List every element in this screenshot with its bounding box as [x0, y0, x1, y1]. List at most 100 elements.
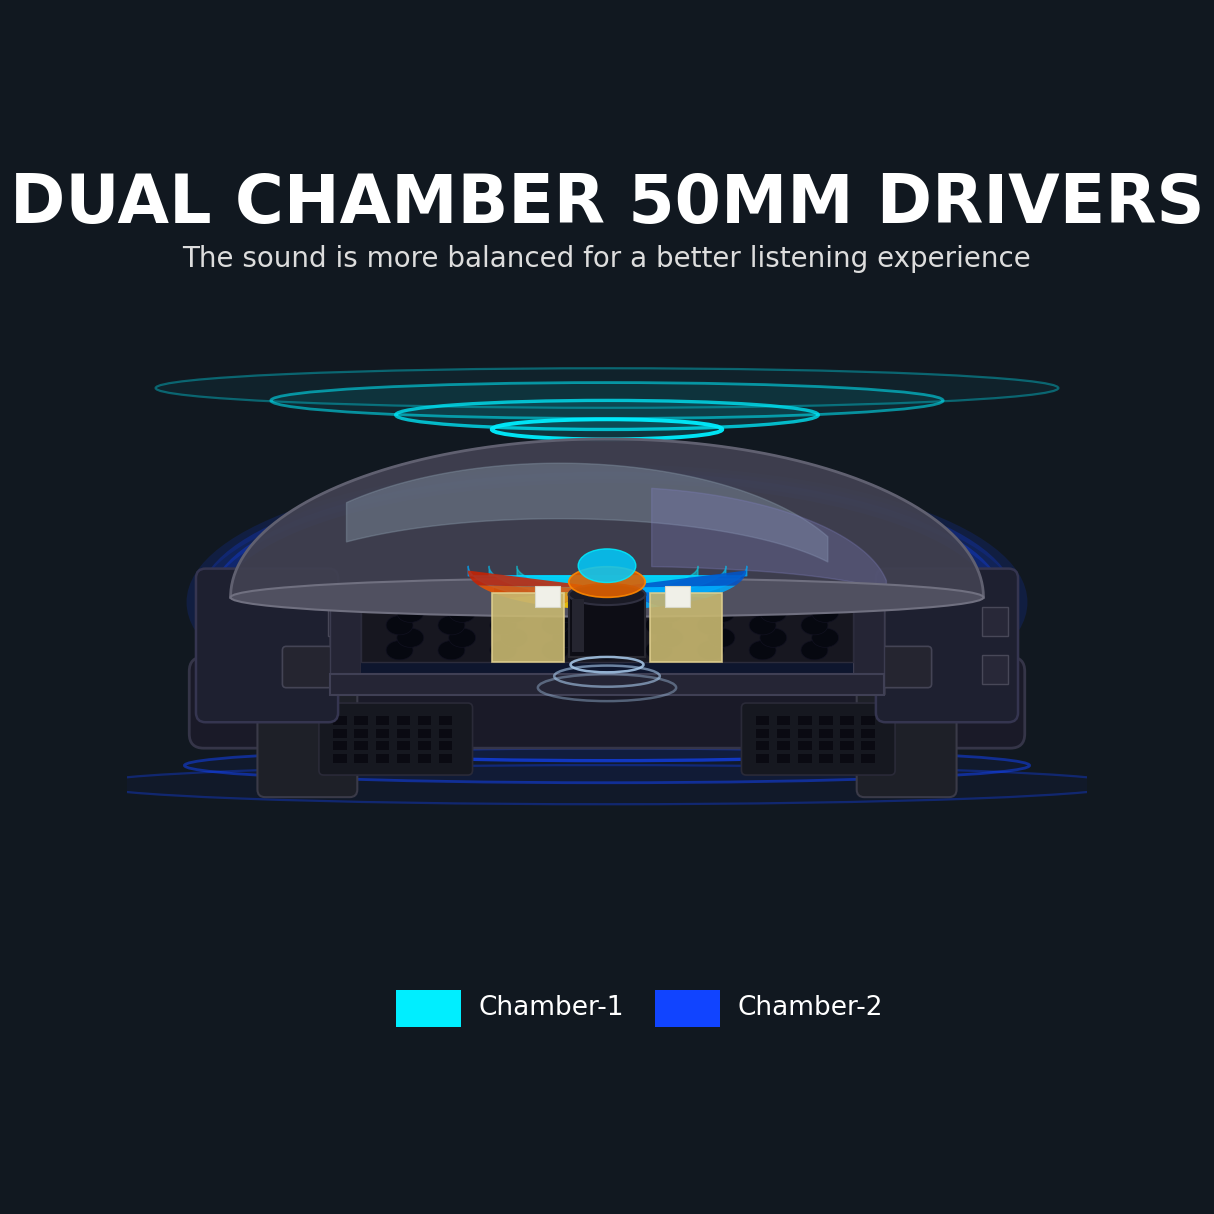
- Bar: [535, 586, 560, 607]
- Ellipse shape: [271, 382, 943, 419]
- Ellipse shape: [657, 603, 683, 623]
- Bar: [664, 586, 690, 607]
- Ellipse shape: [231, 578, 983, 617]
- Bar: [439, 754, 453, 762]
- Polygon shape: [625, 585, 736, 599]
- Polygon shape: [478, 585, 589, 599]
- Polygon shape: [630, 571, 747, 588]
- Bar: [494, 584, 528, 596]
- FancyBboxPatch shape: [189, 657, 1025, 748]
- Bar: [396, 991, 461, 1027]
- Ellipse shape: [697, 641, 725, 660]
- Ellipse shape: [594, 615, 620, 635]
- Bar: [329, 607, 356, 636]
- Bar: [777, 728, 790, 738]
- Ellipse shape: [605, 628, 631, 647]
- Bar: [354, 728, 368, 738]
- Bar: [840, 742, 853, 750]
- Bar: [819, 742, 833, 750]
- Bar: [840, 728, 853, 738]
- FancyBboxPatch shape: [881, 646, 931, 687]
- Bar: [819, 728, 833, 738]
- Bar: [375, 716, 388, 725]
- Ellipse shape: [386, 641, 413, 660]
- Ellipse shape: [646, 641, 673, 660]
- Ellipse shape: [438, 641, 465, 660]
- Ellipse shape: [812, 603, 839, 623]
- Bar: [330, 597, 361, 693]
- Text: DUAL CHAMBER 50MM DRIVERS: DUAL CHAMBER 50MM DRIVERS: [10, 171, 1204, 237]
- Bar: [334, 728, 347, 738]
- Ellipse shape: [492, 419, 722, 439]
- Bar: [334, 742, 347, 750]
- Bar: [354, 754, 368, 762]
- Bar: [756, 716, 770, 725]
- Bar: [756, 754, 770, 762]
- Bar: [686, 584, 720, 596]
- Bar: [840, 716, 853, 725]
- Bar: [756, 728, 770, 738]
- Ellipse shape: [749, 615, 776, 635]
- FancyBboxPatch shape: [742, 703, 895, 775]
- Ellipse shape: [489, 615, 517, 635]
- Ellipse shape: [397, 603, 424, 623]
- Polygon shape: [617, 590, 705, 607]
- Bar: [798, 754, 811, 762]
- Bar: [862, 754, 875, 762]
- Text: The sound is more balanced for a better listening experience: The sound is more balanced for a better …: [182, 245, 1032, 273]
- Bar: [354, 742, 368, 750]
- Bar: [375, 754, 388, 762]
- Bar: [439, 742, 453, 750]
- Ellipse shape: [760, 603, 787, 623]
- Bar: [439, 716, 453, 725]
- Bar: [840, 754, 853, 762]
- Polygon shape: [467, 571, 584, 588]
- Ellipse shape: [396, 401, 818, 430]
- Bar: [418, 754, 431, 762]
- Ellipse shape: [155, 368, 1059, 408]
- FancyBboxPatch shape: [195, 568, 339, 722]
- Ellipse shape: [280, 732, 934, 761]
- Bar: [361, 662, 853, 676]
- Bar: [418, 742, 431, 750]
- Bar: [853, 597, 884, 693]
- Bar: [982, 656, 1009, 683]
- Bar: [777, 742, 790, 750]
- Ellipse shape: [568, 567, 646, 597]
- Bar: [798, 742, 811, 750]
- Ellipse shape: [500, 603, 528, 623]
- Bar: [492, 592, 563, 662]
- Ellipse shape: [541, 615, 568, 635]
- Bar: [418, 716, 431, 725]
- Bar: [651, 592, 722, 662]
- Ellipse shape: [386, 615, 413, 635]
- Polygon shape: [554, 591, 607, 609]
- Bar: [656, 991, 720, 1027]
- Bar: [568, 595, 646, 657]
- Ellipse shape: [708, 628, 734, 647]
- Ellipse shape: [185, 748, 1029, 783]
- FancyBboxPatch shape: [283, 646, 333, 687]
- Bar: [397, 742, 410, 750]
- Bar: [862, 728, 875, 738]
- FancyBboxPatch shape: [875, 568, 1019, 722]
- Bar: [397, 728, 410, 738]
- Bar: [819, 716, 833, 725]
- Ellipse shape: [657, 628, 683, 647]
- Text: Chamber-1: Chamber-1: [478, 995, 624, 1021]
- Ellipse shape: [489, 641, 517, 660]
- Ellipse shape: [578, 549, 636, 583]
- Ellipse shape: [605, 603, 631, 623]
- Bar: [334, 716, 347, 725]
- Bar: [862, 742, 875, 750]
- Ellipse shape: [552, 628, 579, 647]
- FancyBboxPatch shape: [857, 686, 957, 798]
- Text: Chamber-2: Chamber-2: [738, 995, 883, 1021]
- Ellipse shape: [438, 615, 465, 635]
- Ellipse shape: [500, 628, 528, 647]
- Ellipse shape: [568, 584, 646, 605]
- Ellipse shape: [397, 628, 424, 647]
- Polygon shape: [607, 591, 660, 609]
- Bar: [573, 600, 584, 652]
- Bar: [756, 742, 770, 750]
